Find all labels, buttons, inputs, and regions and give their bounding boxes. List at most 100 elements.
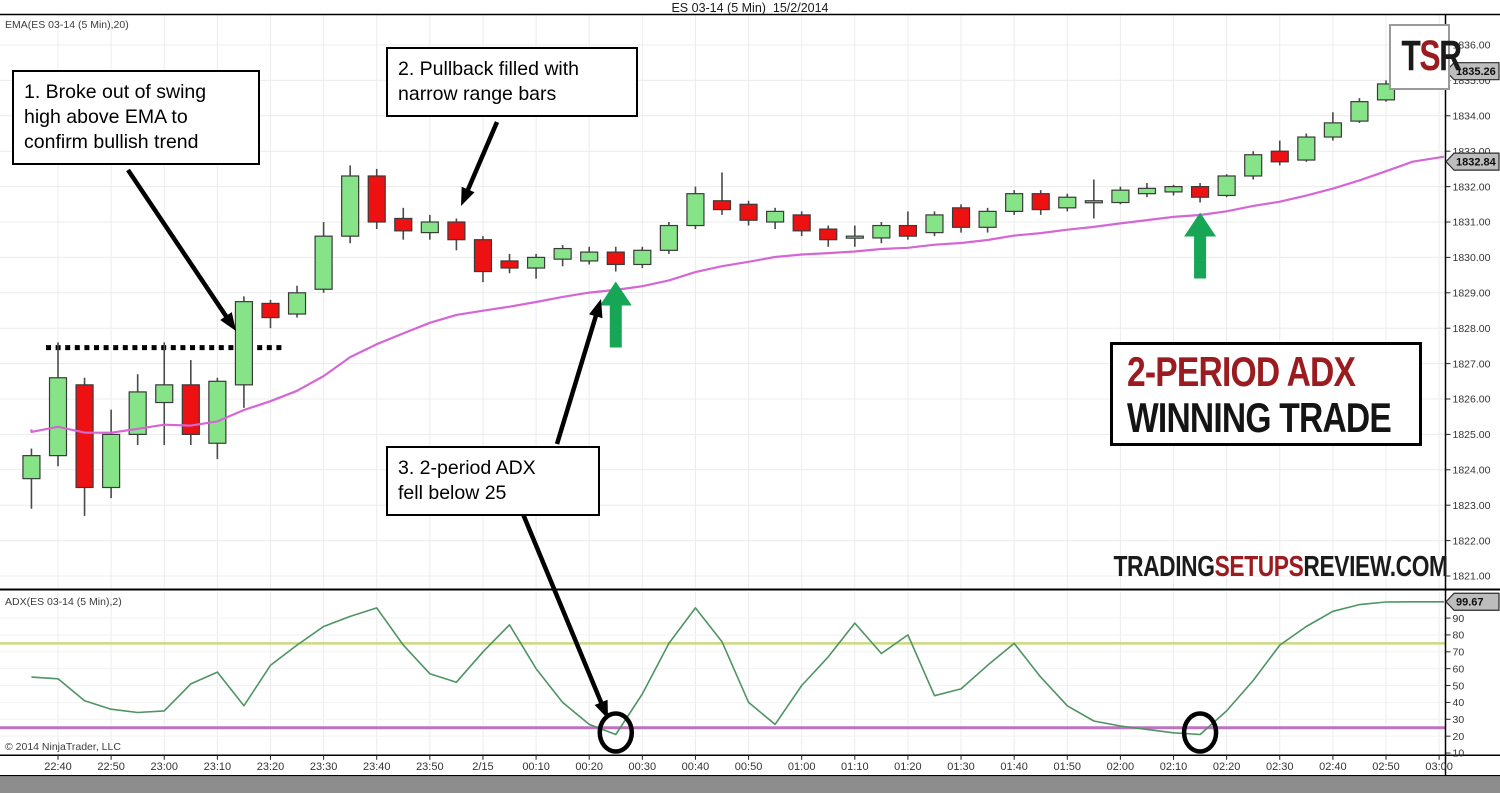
annotation-arrow-shaft xyxy=(520,513,605,707)
watermark-setups: SETUPS xyxy=(1214,551,1304,583)
time-tick-label: 2/15 xyxy=(472,761,493,773)
adx-tick-label: 20 xyxy=(1453,731,1465,743)
candle-body xyxy=(155,384,174,404)
candle-body xyxy=(1297,136,1316,161)
window-title: ES 03-14 (5 Min) 15/2/2014 xyxy=(671,1,829,15)
tsr-logo: TSR xyxy=(1389,24,1462,90)
time-tick-label: 23:10 xyxy=(204,761,232,773)
candle-body xyxy=(1031,193,1050,211)
candle-body xyxy=(1217,175,1236,197)
time-tick-label: 01:40 xyxy=(1000,761,1028,773)
ema-indicator-label: EMA(ES 03-14 (5 Min),20) xyxy=(5,19,129,31)
annotation-arrow-head xyxy=(589,299,603,319)
candle-body xyxy=(580,251,599,262)
candle-body xyxy=(766,210,785,223)
candle-body xyxy=(341,175,360,237)
logo-letter-r: R xyxy=(1439,32,1462,80)
time-tick-label: 02:10 xyxy=(1160,761,1188,773)
adx-tick-label: 90 xyxy=(1453,613,1465,625)
time-tick-label: 00:30 xyxy=(629,761,657,773)
candle-body xyxy=(739,203,758,221)
time-tick-label: 23:30 xyxy=(310,761,338,773)
site-watermark: TRADINGSETUPSREVIEW.COM xyxy=(1114,551,1449,584)
entry-signal-arrow-icon xyxy=(599,281,632,348)
annotation-arrow-head xyxy=(461,186,475,206)
candle-body xyxy=(951,207,971,228)
price-tick-label: 1831.00 xyxy=(1453,217,1491,229)
candle-body xyxy=(925,214,944,234)
time-tick-label: 01:10 xyxy=(841,761,869,773)
candle-body xyxy=(48,377,68,457)
candle-body xyxy=(1270,150,1289,163)
candle-body xyxy=(234,301,254,386)
candle-body xyxy=(872,224,891,239)
time-tick-label: 02:30 xyxy=(1266,761,1294,773)
time-tick-label: 02:00 xyxy=(1107,761,1135,773)
candle-body xyxy=(1137,187,1157,195)
time-tick-label: 23:00 xyxy=(150,761,178,773)
annotation-adx-note: 3. 2-period ADX fell below 25 xyxy=(386,446,600,516)
time-tick-label: 22:40 xyxy=(44,761,72,773)
time-tick-label: 03:00 xyxy=(1425,761,1453,773)
price-tick-label: 1823.00 xyxy=(1453,500,1491,512)
candle-body xyxy=(633,249,652,266)
candle-body xyxy=(1058,196,1077,209)
candle-body xyxy=(287,292,307,315)
adx-line xyxy=(31,601,1444,736)
price-tick-label: 1832.00 xyxy=(1453,181,1491,193)
ema-value-marker xyxy=(1445,152,1500,171)
logo-letter-t: T xyxy=(1401,32,1420,80)
last-price-marker-text: 1835.26 xyxy=(1456,66,1496,78)
price-tick-label: 1836.00 xyxy=(1453,40,1491,52)
price-tick-label: 1821.00 xyxy=(1453,571,1491,583)
adx-tick-label: 50 xyxy=(1453,680,1465,692)
adx-tick-label: 80 xyxy=(1453,630,1465,642)
candle-body xyxy=(1005,193,1024,212)
ema-value-marker-text: 1832.84 xyxy=(1456,156,1497,168)
adx-trough-circle xyxy=(1181,711,1219,754)
time-tick-label: 02:50 xyxy=(1372,761,1400,773)
candle-body xyxy=(845,235,864,239)
candle-body xyxy=(792,214,811,232)
time-tick-label: 02:20 xyxy=(1213,761,1241,773)
trade-title-line1: 2-PERIOD ADX xyxy=(1127,348,1356,395)
adx-tick-label: 40 xyxy=(1453,697,1465,709)
adx-tick-label: 10 xyxy=(1453,748,1465,760)
last-price-marker xyxy=(1445,62,1500,81)
candle-body xyxy=(712,200,732,211)
adx-value-marker xyxy=(1445,592,1500,611)
time-tick-label: 00:10 xyxy=(522,761,550,773)
candle-body xyxy=(261,302,280,319)
price-tick-label: 1826.00 xyxy=(1453,394,1491,406)
candle-body xyxy=(447,221,466,241)
price-tick-label: 1829.00 xyxy=(1453,288,1491,300)
candle-body xyxy=(394,217,413,232)
candle-body xyxy=(978,210,997,228)
candle-body xyxy=(181,384,200,435)
time-tick-label: 22:50 xyxy=(97,761,125,773)
annotation-arrow-head xyxy=(594,699,608,719)
price-tick-label: 1825.00 xyxy=(1453,429,1491,441)
trade-title-box: 2-PERIOD ADX WINNING TRADE xyxy=(1110,342,1422,446)
adx-indicator-label: ADX(ES 03-14 (5 Min),2) xyxy=(5,596,122,608)
candle-body xyxy=(819,228,838,241)
candle-body xyxy=(102,433,121,489)
annotation-arrow-shaft xyxy=(126,168,231,321)
price-tick-label: 1834.00 xyxy=(1453,111,1491,123)
candle-body xyxy=(1111,189,1130,204)
time-tick-label: 02:40 xyxy=(1319,761,1347,773)
price-tick-label: 1828.00 xyxy=(1453,323,1491,335)
candle-body xyxy=(500,260,519,269)
price-tick-label: 1822.00 xyxy=(1453,535,1491,547)
candle-body xyxy=(1190,186,1210,198)
time-tick-label: 23:50 xyxy=(416,761,444,773)
time-tick-label: 00:50 xyxy=(735,761,763,773)
candle-body xyxy=(659,224,678,251)
candle-body xyxy=(1244,154,1263,177)
candle-body xyxy=(606,251,625,266)
candle-body xyxy=(686,193,705,227)
time-tick-label: 23:20 xyxy=(257,761,285,773)
annotation-breakout-note: 1. Broke out of swing high above EMA to … xyxy=(12,70,260,165)
